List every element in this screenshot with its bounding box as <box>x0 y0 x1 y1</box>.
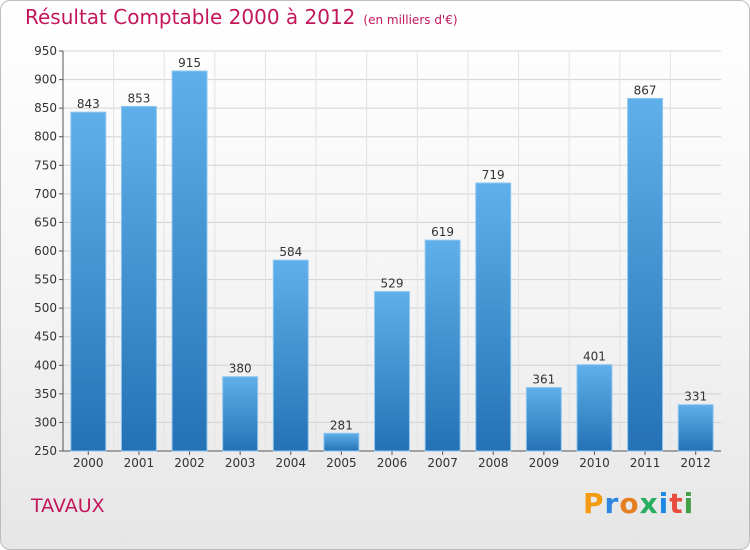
value-label-2004: 584 <box>279 245 302 259</box>
bar-2010 <box>576 364 613 452</box>
x-tick-label-2003: 2003 <box>225 456 256 470</box>
bar-2007 <box>424 239 461 452</box>
x-tick-label-2008: 2008 <box>478 456 509 470</box>
value-label-2011: 867 <box>634 83 657 97</box>
value-label-2002: 915 <box>178 56 201 70</box>
y-tick-label: 600 <box>34 244 57 258</box>
value-label-2008: 719 <box>482 168 505 182</box>
bar-2011 <box>627 97 664 452</box>
place-name: TAVAUX <box>31 495 105 517</box>
y-tick-label: 900 <box>34 73 57 87</box>
bar-2005 <box>323 432 360 452</box>
x-tick-label-2010: 2010 <box>579 456 610 470</box>
x-tick-label-2001: 2001 <box>124 456 155 470</box>
value-label-2005: 281 <box>330 418 353 432</box>
logo-letter: r <box>604 487 620 520</box>
bar-2008 <box>475 182 512 452</box>
subtitle-text: (en milliers d'€) <box>363 13 458 27</box>
x-tick-label-2007: 2007 <box>427 456 458 470</box>
y-tick-label: 550 <box>34 273 57 287</box>
x-tick-label-2009: 2009 <box>529 456 560 470</box>
bars <box>70 70 714 452</box>
logo-letter: x <box>639 487 659 520</box>
chart-title: Résultat Comptable 2000 à 2012 (en millie… <box>25 5 458 29</box>
bar-2004 <box>272 259 309 452</box>
y-tick-label: 950 <box>34 44 57 58</box>
bar-2006 <box>374 291 410 452</box>
y-tick-label: 750 <box>34 158 57 172</box>
bar-2001 <box>120 105 157 452</box>
x-tick-label-2002: 2002 <box>174 456 205 470</box>
value-label-2001: 853 <box>127 91 150 105</box>
y-tick-label: 300 <box>34 415 57 429</box>
y-tick-label: 800 <box>34 130 57 144</box>
bar-2009 <box>525 387 562 452</box>
y-tick-label: 450 <box>34 330 57 344</box>
value-label-2009: 361 <box>532 373 555 387</box>
y-tick-label: 250 <box>34 444 57 458</box>
value-label-2012: 331 <box>684 390 707 404</box>
value-label-2006: 529 <box>381 277 404 291</box>
value-label-2007: 619 <box>431 225 454 239</box>
bar-2003 <box>222 376 259 452</box>
y-tick-label: 500 <box>34 301 57 315</box>
y-tick-label: 650 <box>34 215 57 229</box>
x-tick-label-2005: 2005 <box>326 456 357 470</box>
value-label-2010: 401 <box>583 350 606 364</box>
title-text: Résultat Comptable 2000 à 2012 <box>25 5 356 29</box>
y-tick-label: 400 <box>34 358 57 372</box>
x-tick-label-2011: 2011 <box>630 456 661 470</box>
proxiti-logo: Proxiti <box>583 487 694 520</box>
labels: 250 300 350 400 450 500 550 600 650 700 750 800 850 9… <box>34 44 711 470</box>
x-tick-label-2004: 2004 <box>275 456 306 470</box>
x-tick-label-2012: 2012 <box>680 456 711 470</box>
logo-letter: P <box>583 487 605 520</box>
y-tick-label: 350 <box>34 387 57 401</box>
value-label-2000: 843 <box>77 97 100 111</box>
logo-letter: i <box>683 487 695 520</box>
x-tick-label-2000: 2000 <box>73 456 104 470</box>
logo-letter: o <box>619 487 640 520</box>
logo-letter: i <box>658 487 670 520</box>
x-tick-label-2006: 2006 <box>377 456 408 470</box>
y-tick-label: 700 <box>34 187 57 201</box>
bar-2002 <box>171 70 208 452</box>
logo-letter: t <box>669 487 684 520</box>
value-label-2003: 380 <box>229 362 252 376</box>
y-tick-label: 850 <box>34 101 57 115</box>
bar-2000 <box>70 111 107 452</box>
bar-2012 <box>677 404 714 452</box>
